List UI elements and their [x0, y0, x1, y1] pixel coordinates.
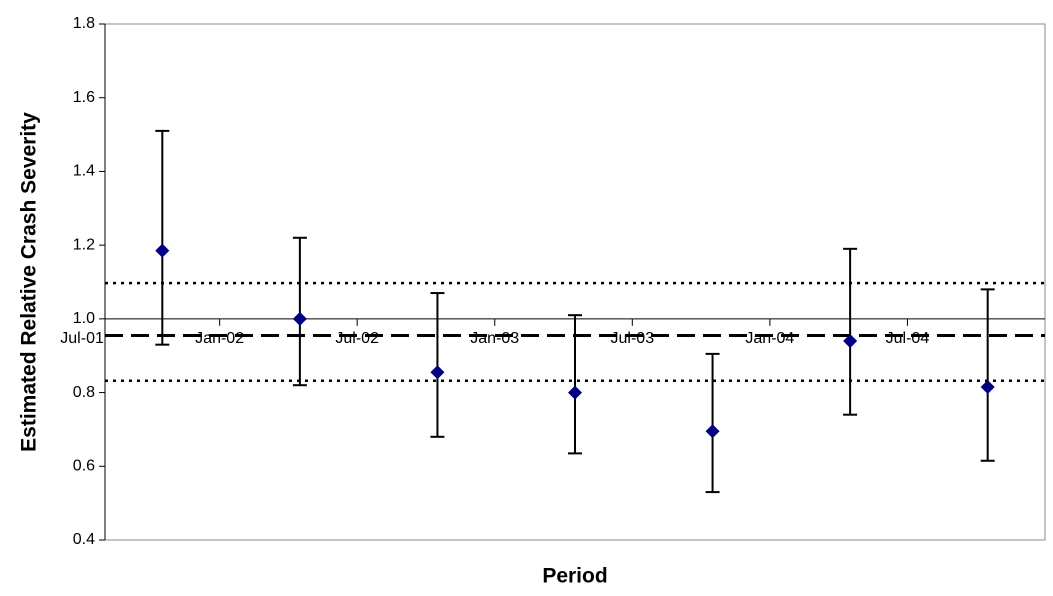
point — [980, 380, 995, 395]
x-tick-label: Jul-04 — [886, 330, 930, 347]
y-tick-label: 0.4 — [73, 531, 95, 548]
x-tick-label: Jul-02 — [335, 330, 379, 347]
y-tick-label: 0.6 — [73, 458, 95, 475]
x-tick-label: Jul-01 — [60, 330, 104, 347]
y-tick-label: 1.4 — [73, 163, 95, 180]
y-tick-label: 0.8 — [73, 384, 95, 401]
x-axis-title: Period — [542, 565, 607, 588]
point — [292, 311, 307, 326]
point — [843, 333, 858, 348]
y-tick-label: 1.2 — [73, 236, 95, 253]
y-axis-title: Estimated Relative Crash Severity — [18, 112, 41, 452]
y-tick-label: 1.8 — [73, 15, 95, 32]
point — [430, 365, 445, 380]
x-tick-label: Jul-03 — [611, 330, 655, 347]
point — [568, 385, 582, 400]
y-tick-label: 1.6 — [73, 89, 95, 106]
x-tick-label: Jan-02 — [195, 330, 244, 347]
y-tick-label: 1.0 — [73, 310, 95, 327]
x-tick-label: Jan-04 — [745, 330, 794, 347]
point — [705, 424, 720, 439]
x-tick-label: Jan-03 — [470, 330, 519, 347]
point — [155, 243, 170, 258]
plot-frame — [104, 23, 1046, 541]
